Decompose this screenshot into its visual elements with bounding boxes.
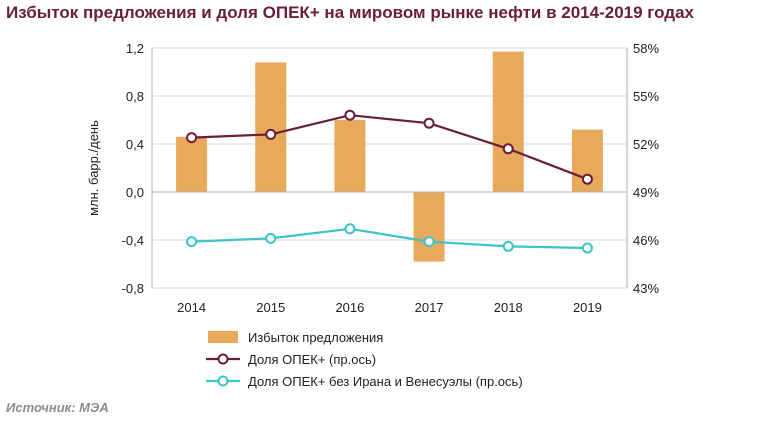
legend-marker — [217, 375, 229, 387]
legend-label: Доля ОПЕК+ без Ирана и Венесуэлы (пр.ось… — [248, 374, 523, 389]
data-point — [186, 236, 198, 248]
bar — [334, 120, 366, 192]
data-point — [581, 173, 593, 185]
x-tick-label: 2019 — [573, 300, 602, 315]
y-axis-title: млн. барр./день — [86, 120, 101, 216]
legend: Избыток предложения Доля ОПЕК+ (пр.ось) До… — [206, 330, 523, 389]
data-point — [265, 128, 277, 140]
data-point — [423, 236, 435, 248]
y-tick-label: 0,8 — [126, 89, 144, 104]
bar — [492, 51, 524, 192]
y-tick-label: -0,8 — [122, 281, 144, 296]
data-point — [186, 132, 198, 144]
bar-series — [176, 51, 603, 262]
data-point — [344, 223, 356, 235]
y2-tick-label: 49% — [633, 185, 659, 200]
chart: 1,2 0,8 0,4 0,0 -0,4 -0,8 58% 55% 52% 49% 46% 43% 20… — [86, 41, 659, 389]
bar — [176, 136, 208, 192]
y-tick-label: 0,0 — [126, 185, 144, 200]
line-series — [186, 109, 593, 254]
bar — [255, 62, 287, 193]
chart-title: Избыток предложения и доля ОПЕК+ на миро… — [6, 3, 695, 22]
data-point — [502, 240, 514, 252]
x-tick-label: 2014 — [177, 300, 206, 315]
x-tick-label: 2016 — [335, 300, 364, 315]
legend-label: Доля ОПЕК+ (пр.ось) — [248, 352, 376, 367]
y2-tick-label: 52% — [633, 137, 659, 152]
y-tick-label: 1,2 — [126, 41, 144, 56]
axes: 1,2 0,8 0,4 0,0 -0,4 -0,8 58% 55% 52% 49% 46% 43% 20… — [86, 41, 659, 315]
legend-label: Избыток предложения — [248, 330, 383, 345]
y-tick-label: 0,4 — [126, 137, 144, 152]
legend-marker — [217, 353, 229, 365]
x-tick-label: 2015 — [256, 300, 285, 315]
y2-tick-label: 43% — [633, 281, 659, 296]
y2-tick-label: 55% — [633, 89, 659, 104]
series-line — [191, 114, 588, 181]
legend-swatch — [208, 331, 238, 343]
series-line — [191, 227, 588, 250]
bar — [413, 192, 445, 262]
x-tick-label: 2018 — [494, 300, 523, 315]
data-point — [344, 109, 356, 121]
y2-tick-label: 46% — [633, 233, 659, 248]
x-tick-label: 2017 — [415, 300, 444, 315]
data-point — [423, 117, 435, 129]
source-note: Источник: МЭА — [6, 400, 109, 415]
data-point — [581, 242, 593, 254]
data-point — [265, 232, 277, 244]
y2-tick-label: 58% — [633, 41, 659, 56]
data-point — [502, 143, 514, 155]
y-tick-label: -0,4 — [122, 233, 144, 248]
